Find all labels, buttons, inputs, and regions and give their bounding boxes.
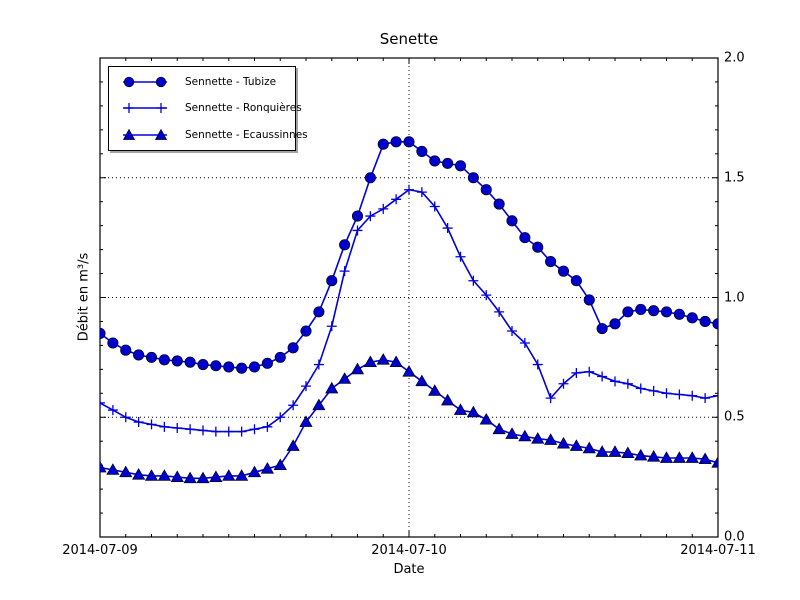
legend-box: Sennette - Tubize Sennette - Ronquières … bbox=[108, 66, 308, 151]
y-tick-label: 2.0 bbox=[724, 50, 745, 66]
legend-label-ronquieres: Sennette - Ronquières bbox=[185, 102, 302, 115]
legend-label-ecaussinnes: Sennette - Ecaussinnes bbox=[185, 128, 308, 141]
series-line-triangle bbox=[100, 358, 718, 480]
legend-item-ecaussinnes: Sennette - Ecaussinnes bbox=[109, 128, 308, 142]
triangle-marker-sample-icon bbox=[122, 128, 168, 140]
legend-item-ronquieres: Sennette - Ronquières bbox=[109, 101, 302, 115]
x-tick-label: 2014-07-11 bbox=[680, 543, 756, 558]
y-tick-label: 0.0 bbox=[724, 529, 745, 545]
plus-marker-sample-icon bbox=[123, 103, 167, 114]
x-tick-label: 2014-07-09 bbox=[62, 543, 138, 558]
y-tick-label: 1.0 bbox=[724, 290, 745, 305]
y-tick-label: 1.5 bbox=[724, 170, 745, 186]
circle-marker-sample-icon bbox=[123, 77, 167, 88]
y-tick-label: 0.5 bbox=[724, 409, 745, 425]
x-tick-label: 2014-07-10 bbox=[371, 543, 447, 558]
legend-label-tubize: Sennette - Tubize bbox=[185, 76, 277, 89]
legend-item-tubize: Sennette - Tubize bbox=[109, 75, 295, 89]
x-axis-label: Date bbox=[393, 562, 425, 577]
chart-title: Senette bbox=[379, 30, 439, 48]
